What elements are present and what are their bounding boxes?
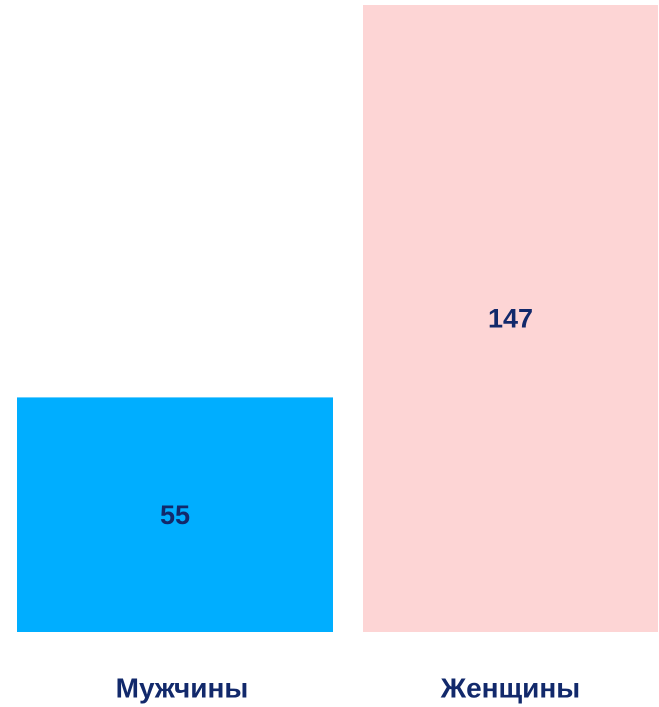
bar xyxy=(17,397,333,632)
value-label: 147 xyxy=(488,304,533,334)
value-label: 55 xyxy=(160,500,190,530)
bar xyxy=(363,5,658,632)
category-label: Мужчины xyxy=(116,672,249,703)
category-label: Женщины xyxy=(440,672,580,703)
